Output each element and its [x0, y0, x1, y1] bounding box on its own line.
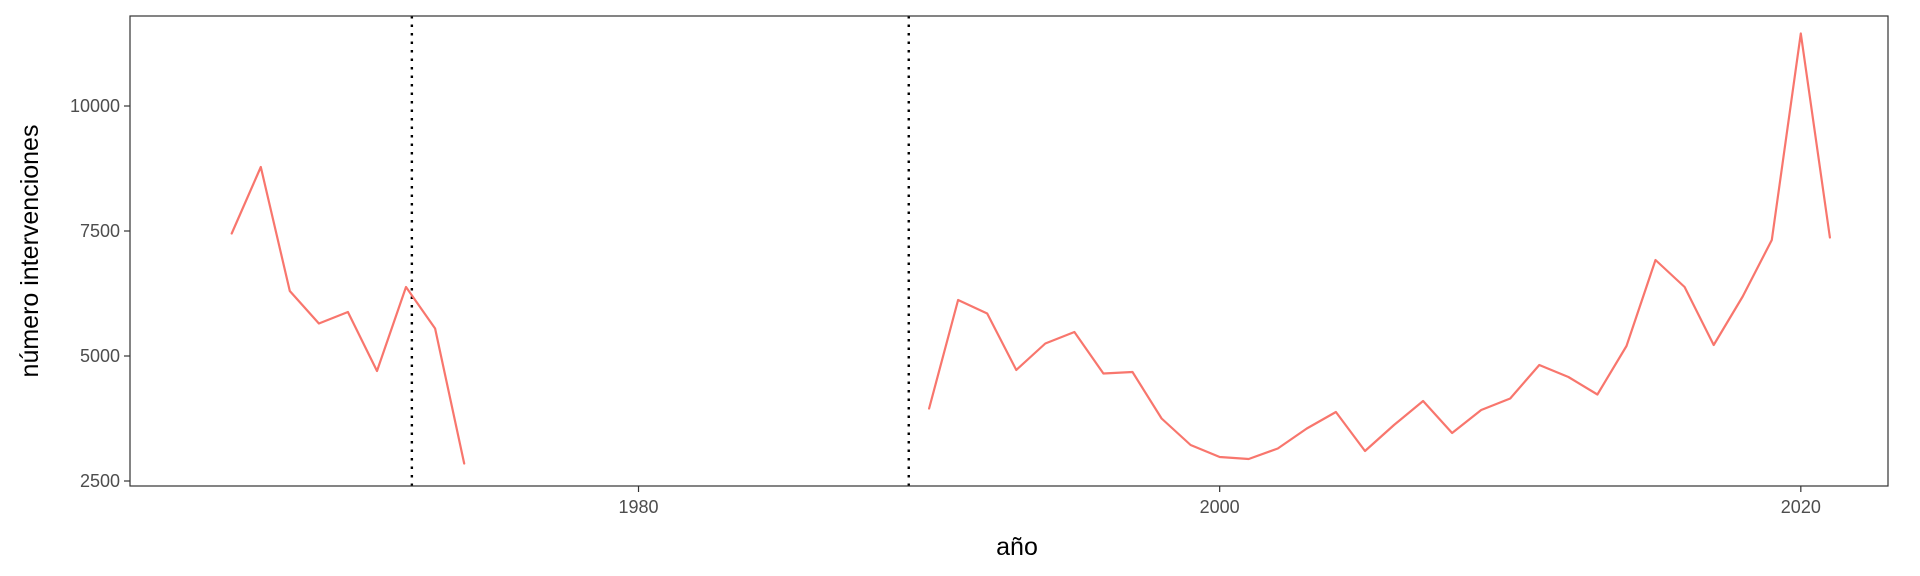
- reference-lines: [410, 16, 910, 486]
- y-tick-label: 10000: [70, 96, 120, 116]
- x-tick-label: 2020: [1781, 497, 1821, 517]
- y-tick-label: 5000: [80, 346, 120, 366]
- x-axis-title: año: [996, 533, 1038, 561]
- plot-border: [129, 15, 1889, 487]
- y-tick-label: 7500: [80, 221, 120, 241]
- y-tick-label: 2500: [80, 471, 120, 491]
- series-line-1: [230, 32, 1831, 465]
- y-axis-title: número intervenciones: [16, 125, 44, 378]
- x-axis: 1980 2000 2020: [618, 486, 1821, 517]
- plot-background: [130, 16, 1888, 486]
- series-layer: [230, 32, 1831, 465]
- y-axis: 2500 5000 7500 10000: [70, 96, 130, 491]
- x-tick-label: 2000: [1200, 497, 1240, 517]
- x-tick-label: 1980: [618, 497, 658, 517]
